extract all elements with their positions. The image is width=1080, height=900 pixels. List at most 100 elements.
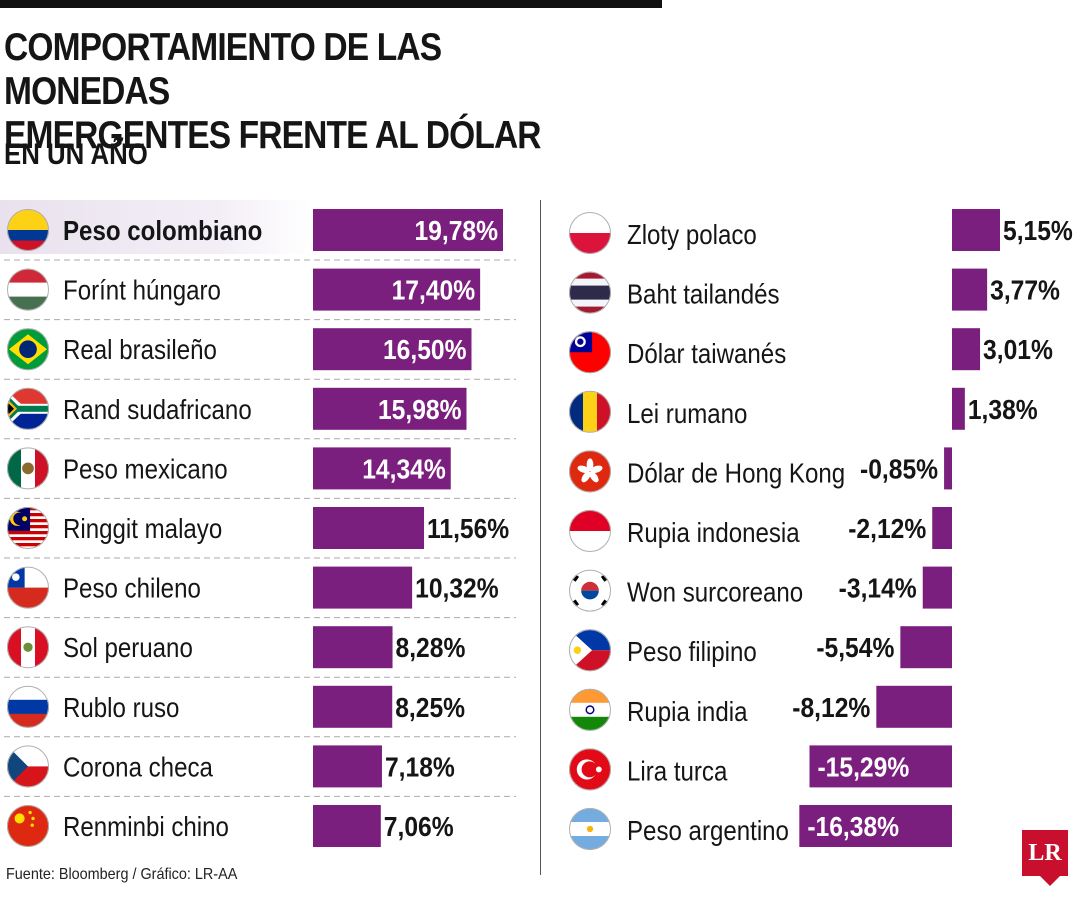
russia-flag-icon — [7, 685, 49, 728]
bar — [952, 268, 988, 311]
bar-value-label: 19,78% — [414, 215, 498, 247]
bar-value-label: 8,28% — [396, 632, 466, 664]
bar-value-label: -16,38% — [807, 811, 899, 843]
bar-category-label: Rand sudafricano — [63, 393, 252, 425]
title-line-1: COMPORTAMIENTO DE LAS MONEDAS — [4, 26, 442, 113]
bar-category-label: Peso colombiano — [63, 214, 262, 246]
bar-row-left: Sol peruano 8,28% — [4, 626, 516, 678]
bar-value-label: 17,40% — [392, 274, 476, 306]
bar-row-right: Peso argentino -16,38% — [627, 805, 952, 847]
bar-value-label: -15,29% — [817, 751, 909, 783]
bar-value-label: 5,15% — [1003, 215, 1073, 247]
bar-row-right: Lira turca -15,29% — [627, 745, 952, 788]
chart-subtitle: EN UN AÑO — [4, 138, 148, 171]
bar-value-label: -3,14% — [839, 572, 917, 604]
bar-value-label: -8,12% — [792, 691, 870, 723]
bar — [952, 387, 965, 430]
bar-category-label: Sol peruano — [63, 631, 193, 663]
bar — [799, 805, 952, 847]
bar — [944, 447, 952, 490]
bar-category-label: Lira turca — [627, 755, 728, 787]
colombia-flag-icon — [7, 209, 49, 251]
bar — [952, 209, 1000, 251]
bar — [313, 328, 472, 371]
bar-value-label: -2,12% — [848, 513, 926, 545]
bar-category-label: Forínt húngaro — [63, 274, 221, 306]
bar-row-right: Dólar taiwanés 3,01% — [627, 328, 1053, 371]
thailand-flag-icon — [569, 271, 611, 314]
bar-value-label: 1,38% — [968, 393, 1038, 425]
bar-row-left: Forínt húngaro 17,40% — [4, 268, 516, 321]
bar — [313, 566, 413, 609]
bar-value-label: 11,56% — [427, 513, 509, 545]
mexico-flag-icon — [7, 447, 49, 490]
bar-value-label: -0,85% — [860, 453, 938, 485]
bar-value-label: 15,98% — [378, 393, 462, 425]
czech-flag-icon — [7, 745, 49, 788]
bar — [313, 447, 451, 490]
hong-kong-flag-icon — [569, 450, 611, 493]
chart-title: COMPORTAMIENTO DE LAS MONEDAS EMERGENTES… — [4, 26, 606, 158]
bar-category-label: Corona checa — [63, 751, 213, 783]
bar-value-label: 8,25% — [395, 691, 465, 723]
bar-category-label: Peso mexicano — [63, 453, 228, 485]
bar-row-left: Rand sudafricano 15,98% — [4, 387, 516, 440]
bar-category-label: Real brasileño — [63, 333, 217, 365]
bar — [876, 685, 952, 728]
peru-flag-icon — [7, 626, 49, 669]
bar-category-label: Lei rumano — [627, 397, 747, 429]
lr-logo: LR — [1022, 830, 1068, 886]
bar-row-left: Renminbi chino 7,06% — [63, 805, 454, 847]
bar — [952, 328, 981, 371]
bar-value-label: 16,50% — [383, 334, 467, 366]
bar-value-label: 14,34% — [362, 453, 446, 485]
bar-row-left: Corona checa 7,18% — [4, 745, 516, 797]
bar — [313, 507, 425, 549]
taiwan-flag-icon — [569, 331, 611, 374]
bar-category-label: Rublo ruso — [63, 691, 179, 723]
malaysia-flag-icon — [7, 507, 49, 549]
philippines-flag-icon — [569, 629, 611, 672]
india-flag-icon — [569, 688, 611, 731]
bar-value-label: 3,77% — [990, 274, 1060, 306]
bar-category-label: Peso argentino — [627, 814, 789, 846]
bar-category-label: Baht tailandés — [627, 278, 780, 310]
bar-row-right: Lei rumano 1,38% — [627, 387, 1038, 430]
brazil-flag-icon — [7, 328, 49, 371]
bar-row-right: Rupia indonesia -2,12% — [627, 507, 952, 549]
bar-category-label: Dólar taiwanés — [627, 337, 786, 369]
south-africa-flag-icon — [7, 387, 49, 430]
bar-row-right: Dólar de Hong Kong -0,85% — [627, 447, 952, 490]
chile-flag-icon — [7, 566, 49, 609]
bar-category-label: Zloty polaco — [627, 218, 757, 250]
top-rule — [0, 0, 662, 8]
bar-category-label: Won surcoreano — [627, 576, 803, 608]
bar-value-label: 10,32% — [415, 572, 499, 604]
china-flag-icon — [7, 805, 49, 847]
bar-row-left: Rublo ruso 8,25% — [4, 685, 516, 738]
bar — [313, 685, 393, 728]
bar — [900, 626, 952, 669]
bar-category-label: Renminbi chino — [63, 810, 229, 842]
bar-category-label: Dólar de Hong Kong — [627, 457, 845, 489]
bar — [313, 745, 382, 788]
romania-flag-icon — [569, 390, 611, 433]
bar-category-label: Peso chileno — [63, 572, 201, 604]
bar-row-left: Real brasileño 16,50% — [4, 328, 516, 380]
bar — [313, 387, 467, 430]
bar-row-right: Zloty polaco 5,15% — [627, 209, 1073, 251]
column-divider — [540, 200, 541, 875]
title-line-2: EMERGENTES FRENTE AL DÓLAR — [4, 114, 542, 157]
bar-category-label: Rupia indonesia — [627, 516, 800, 548]
indonesia-flag-icon — [569, 510, 611, 552]
hungary-flag-icon — [7, 268, 49, 311]
bar-row-right: Peso filipino -5,54% — [627, 626, 952, 669]
highlight-row-background — [0, 200, 312, 254]
bar-row-right: Won surcoreano -3,14% — [627, 566, 952, 609]
bar-row-left: Peso chileno 10,32% — [4, 566, 516, 619]
bar-row-right: Baht tailandés 3,77% — [627, 268, 1060, 311]
bar-category-label: Ringgit malayo — [63, 512, 222, 544]
bar-category-label: Rupia india — [627, 695, 748, 727]
bar-value-label: 7,06% — [384, 811, 454, 843]
